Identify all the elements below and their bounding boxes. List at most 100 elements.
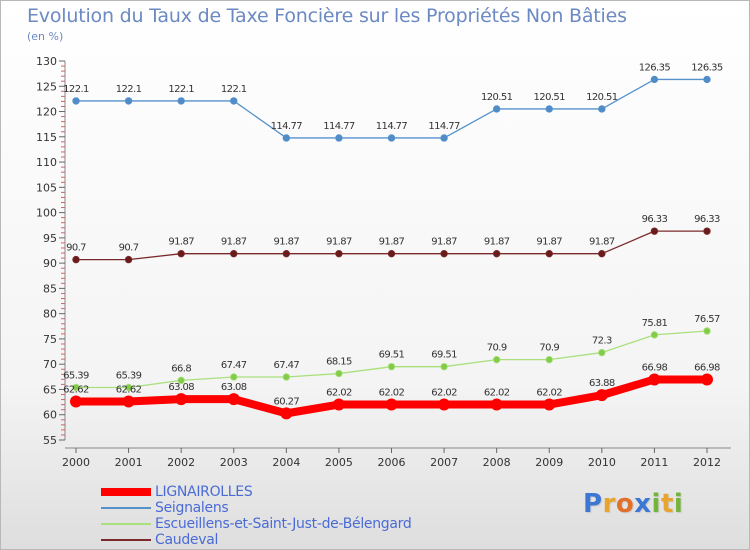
legend-swatch xyxy=(101,539,151,541)
x-tick-label: 2006 xyxy=(378,456,406,469)
data-label: 122.1 xyxy=(221,84,247,95)
data-point xyxy=(72,383,80,392)
data-point xyxy=(650,227,659,235)
data-point xyxy=(335,249,343,258)
x-tick-label: 2002 xyxy=(167,456,195,469)
data-label: 69.51 xyxy=(431,350,457,361)
data-label: 72.3 xyxy=(592,336,612,347)
data-point xyxy=(282,134,291,142)
y-tick-label: 130 xyxy=(36,55,57,68)
data-label: 91.87 xyxy=(326,237,352,248)
x-tick-label: 2001 xyxy=(115,456,143,469)
data-label: 66.98 xyxy=(642,362,668,373)
legend-swatch xyxy=(101,488,151,496)
y-tick-label: 110 xyxy=(36,156,57,169)
data-label: 91.87 xyxy=(536,237,562,248)
logo-letter: P xyxy=(583,489,603,519)
data-point xyxy=(387,249,396,258)
data-label: 91.87 xyxy=(589,237,615,248)
data-point xyxy=(650,75,659,84)
logo-letter: o xyxy=(615,489,635,519)
data-label: 126.35 xyxy=(639,62,671,73)
data-point xyxy=(335,134,343,142)
data-point xyxy=(177,97,185,105)
series-layer xyxy=(70,75,713,420)
data-point xyxy=(703,227,711,235)
x-tick-label: 2007 xyxy=(430,456,458,469)
chart-title: Evolution du Taux de Taxe Foncière sur l… xyxy=(27,5,627,27)
x-tick-label: 2011 xyxy=(640,456,668,469)
data-label: 62.02 xyxy=(326,388,352,399)
x-tick-label: 2005 xyxy=(325,456,353,469)
y-tick-label: 65 xyxy=(43,383,57,396)
data-point xyxy=(490,398,503,411)
data-point xyxy=(440,134,448,142)
data-label: 91.87 xyxy=(484,237,510,248)
data-point xyxy=(701,373,713,386)
data-label: 62.02 xyxy=(536,388,562,399)
y-tick-label: 115 xyxy=(36,131,57,144)
legend-label: LIGNAIROLLES xyxy=(155,484,253,500)
y-tick-label: 90 xyxy=(43,257,57,270)
y-tick-label: 125 xyxy=(36,80,57,93)
data-label: 62.02 xyxy=(431,388,457,399)
data-point xyxy=(703,75,711,84)
data-label: 60.27 xyxy=(274,396,300,407)
data-point xyxy=(545,249,553,258)
x-tick-label: 2009 xyxy=(535,456,563,469)
x-tick-label: 2010 xyxy=(588,456,616,469)
logo-letter: x xyxy=(634,489,652,519)
data-point xyxy=(227,393,240,406)
legend-label: Seignalens xyxy=(155,500,229,516)
data-label: 91.87 xyxy=(168,237,194,248)
y-tick-label: 60 xyxy=(43,409,57,422)
data-label: 122.1 xyxy=(168,84,194,95)
data-point xyxy=(175,393,188,406)
data-point xyxy=(595,389,608,402)
data-point xyxy=(230,97,238,105)
data-label: 120.51 xyxy=(534,92,566,103)
data-label: 63.08 xyxy=(221,382,247,393)
data-label: 66.98 xyxy=(694,362,720,373)
data-point xyxy=(124,383,133,392)
data-point xyxy=(177,376,185,385)
unit-label: (en %) xyxy=(27,30,64,43)
data-label: 69.51 xyxy=(379,350,405,361)
data-point xyxy=(543,398,556,411)
x-tick-label: 2004 xyxy=(272,456,300,469)
logo-letter: t xyxy=(660,489,674,519)
data-label: 122.1 xyxy=(63,84,89,95)
data-point xyxy=(124,97,133,105)
data-label: 96.33 xyxy=(694,214,720,225)
data-point xyxy=(545,105,553,113)
data-label: 70.9 xyxy=(487,343,507,354)
data-label: 91.87 xyxy=(431,237,457,248)
proxiti-logo: Proxiti xyxy=(583,489,683,519)
y-tick-label: 55 xyxy=(43,434,57,447)
data-label: 62.62 xyxy=(116,384,142,395)
data-point xyxy=(598,249,606,258)
data-label: 68.15 xyxy=(326,357,352,368)
data-point xyxy=(387,362,396,371)
data-label: 62.62 xyxy=(63,384,89,395)
data-point xyxy=(440,362,448,371)
data-point xyxy=(440,249,448,258)
data-point xyxy=(332,398,345,411)
data-point xyxy=(335,369,343,378)
y-tick-label: 95 xyxy=(43,232,57,245)
data-label: 126.35 xyxy=(691,62,723,73)
y-tick-label: 100 xyxy=(36,207,57,220)
data-label: 63.08 xyxy=(168,382,194,393)
data-label: 66.8 xyxy=(171,363,191,374)
data-point xyxy=(70,395,82,408)
data-label: 90.7 xyxy=(119,243,139,254)
data-point xyxy=(492,355,501,364)
legend-swatch xyxy=(101,507,151,509)
legend-label: Escueillens-et-Saint-Just-de-Bélengard xyxy=(155,516,412,532)
x-tick-label: 2003 xyxy=(220,456,248,469)
data-point xyxy=(545,355,553,364)
data-label: 62.02 xyxy=(484,388,510,399)
axes xyxy=(64,61,731,449)
data-labels: 65.39 65.39 66.8 67.47 67.47 68.15 69.51 69.51 7… xyxy=(63,62,723,407)
